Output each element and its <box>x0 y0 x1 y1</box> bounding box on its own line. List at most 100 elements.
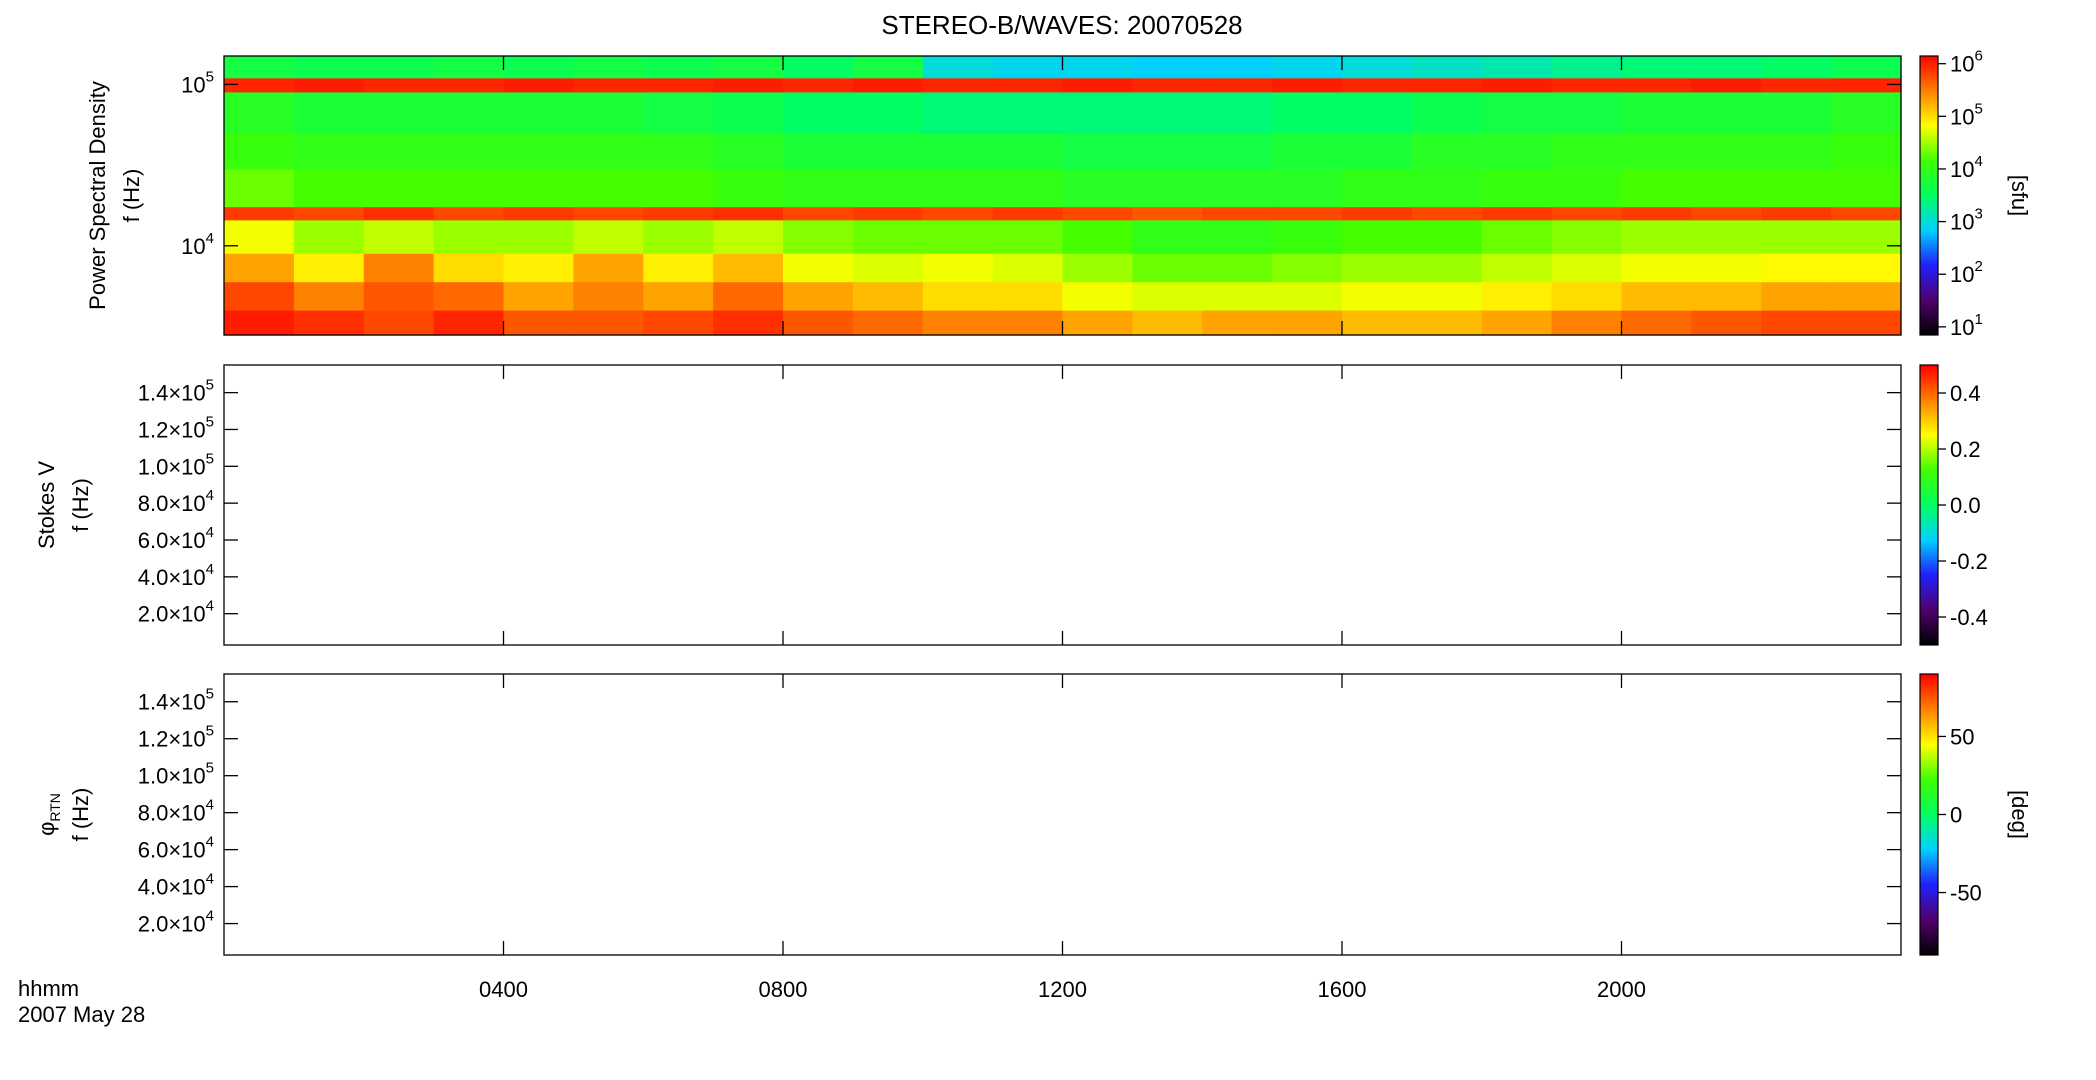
spectrogram-cell <box>1551 281 1623 311</box>
spectrogram-cell <box>363 77 435 93</box>
spectrogram-cell <box>713 310 784 336</box>
y-tick-label-base: 4.0×10 <box>138 874 206 899</box>
spectrogram-cell <box>1132 77 1203 93</box>
spectrogram-cell <box>713 219 784 254</box>
colorbar-tick-label: -0.2 <box>1950 549 1988 574</box>
spectrogram-cell <box>503 310 574 336</box>
spectrogram-cell <box>1621 168 1692 208</box>
spectrogram-cell <box>1132 206 1203 221</box>
y-tick-label: 8.0×104 <box>138 487 214 516</box>
spectrogram-cell <box>1551 168 1623 208</box>
plot-frame <box>223 364 1902 646</box>
spectrogram-cell <box>1481 91 1553 134</box>
spectrogram-cell <box>783 168 854 208</box>
spectrogram-cell <box>1551 206 1623 221</box>
spectrogram-cell <box>1481 310 1553 336</box>
x-tick-label: 1200 <box>1038 977 1087 1002</box>
spectrogram-cell <box>1132 132 1203 170</box>
spectrogram-cell <box>992 168 1064 208</box>
colorbar-tick-label: 102 <box>1950 258 1983 287</box>
colorbar-tick-label: 105 <box>1950 100 1983 129</box>
colorbar-label: [deg] <box>2007 790 2032 839</box>
spectrogram-cell <box>573 310 644 336</box>
spectrogram-cell <box>224 168 295 208</box>
spectrogram-cell <box>643 77 714 93</box>
y-axis-label-subscript: RTN <box>47 793 63 822</box>
y-tick-label-exponent: 5 <box>206 450 214 467</box>
spectrogram-cell <box>1761 168 1832 208</box>
spectrogram-cell <box>1342 281 1413 311</box>
spectrogram-cell <box>1272 206 1343 221</box>
y-tick-label: 1.4×105 <box>138 686 214 715</box>
spectrogram-cell <box>363 56 435 79</box>
spectrogram-cell <box>1342 132 1413 170</box>
spectrogram-cell <box>1761 91 1832 134</box>
x-tick-label: 0400 <box>479 977 528 1002</box>
x-tick-label: 1600 <box>1318 977 1367 1002</box>
spectrogram-cell <box>1831 310 1902 336</box>
spectrogram-cell <box>1691 77 1762 93</box>
spectrogram-cell <box>852 77 924 93</box>
spectrogram-cell <box>992 253 1064 283</box>
colorbar-tick-label: -0.4 <box>1950 605 1988 630</box>
spectrogram-cell <box>1481 206 1553 221</box>
spectrogram-cell <box>1411 310 1483 336</box>
spectrogram-cell <box>1481 77 1553 93</box>
colorbar-tick-label-exponent: 2 <box>1974 258 1982 275</box>
spectrogram-cell <box>1831 281 1902 311</box>
spectrogram-cell <box>573 77 644 93</box>
spectrogram-cell <box>1621 206 1692 221</box>
spectrogram-cell <box>433 56 505 79</box>
spectrogram-cell <box>1062 281 1133 311</box>
spectrogram-cell <box>1621 253 1692 283</box>
spectrogram-cell <box>224 56 295 79</box>
spectrogram-cell <box>922 310 994 336</box>
y-tick-label: 1.4×105 <box>138 377 214 406</box>
spectrogram-cell <box>1202 77 1273 93</box>
y-tick-label: 104 <box>181 230 214 259</box>
spectrogram-cell <box>433 219 505 254</box>
spectrogram-cell <box>852 132 924 170</box>
y-tick-label-exponent: 4 <box>206 834 214 851</box>
spectrogram-cell <box>433 281 505 311</box>
spectrogram-cell <box>1342 206 1413 221</box>
y-tick-label: 6.0×104 <box>138 834 214 863</box>
spectrogram-cell <box>1551 132 1623 170</box>
y-tick-label-exponent: 4 <box>206 561 214 578</box>
spectrogram-cell <box>503 253 574 283</box>
spectrogram-cell <box>1062 253 1133 283</box>
spectrogram-cell <box>1831 77 1902 93</box>
y-tick-label-exponent: 5 <box>206 760 214 777</box>
colorbar-tick-label: 104 <box>1950 153 1983 182</box>
spectrogram-cell <box>783 281 854 311</box>
colorbar-tick-label: 50 <box>1950 724 1974 749</box>
spectrogram-cell <box>713 91 784 134</box>
spectrogram-cell <box>1342 219 1413 254</box>
spectrogram-cell <box>713 206 784 221</box>
spectrogram-cell <box>1691 281 1762 311</box>
y-tick-label-exponent: 5 <box>206 377 214 394</box>
spectrogram-cell <box>1411 168 1483 208</box>
spectrogram-cell <box>433 91 505 134</box>
spectrogram-cell <box>1202 132 1273 170</box>
spectrogram-cell <box>503 206 574 221</box>
colorbar-tick-label: 0.2 <box>1950 437 1981 462</box>
spectrogram-cell <box>992 206 1064 221</box>
spectrogram-cell <box>1132 281 1203 311</box>
spectrogram-cell <box>783 132 854 170</box>
spectrogram-cell <box>1411 56 1483 79</box>
spectrogram-cell <box>1621 219 1692 254</box>
spectrogram-cell <box>224 206 295 221</box>
spectrogram-cell <box>1691 206 1762 221</box>
spectrogram-cell <box>1062 168 1133 208</box>
spectrogram-cell <box>1831 132 1902 170</box>
spectrogram-cell <box>992 91 1064 134</box>
spectrogram-cell <box>643 219 714 254</box>
spectrogram-cell <box>293 281 365 311</box>
spectrogram-cell <box>643 310 714 336</box>
spectrogram-cell <box>922 77 994 93</box>
x-axis-label: 2007 May 28 <box>18 1002 145 1027</box>
spectrogram-cell <box>1342 91 1413 134</box>
spectrogram-cell <box>1062 91 1133 134</box>
